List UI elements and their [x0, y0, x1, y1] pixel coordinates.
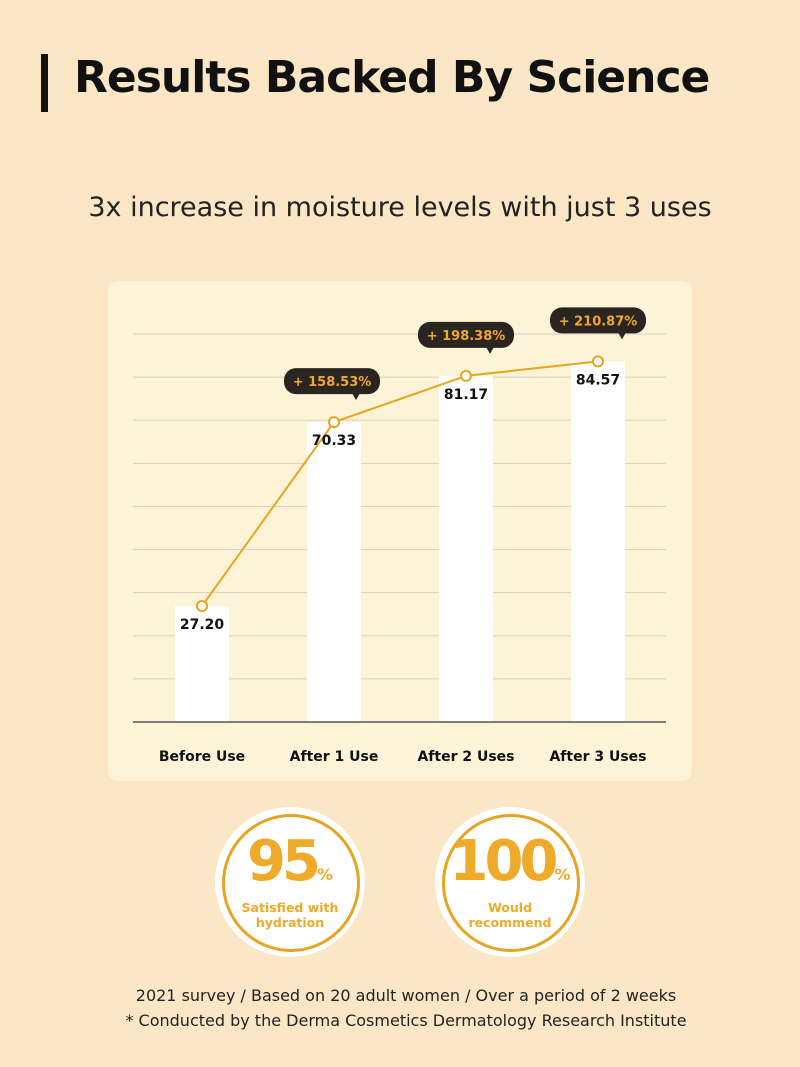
bar — [307, 422, 361, 722]
data-point — [328, 416, 340, 429]
callout-pointer — [486, 346, 494, 354]
callout-pointer — [618, 332, 626, 340]
data-point — [460, 369, 472, 382]
page-subtitle: 3x increase in moisture levels with just… — [88, 192, 712, 223]
value-label: 81.17 — [444, 387, 488, 403]
survey-note: 2021 survey / Based on 20 adult women / … — [135, 986, 677, 1005]
increase-callout — [284, 368, 380, 395]
value-label: 27.20 — [180, 617, 225, 633]
data-point — [196, 600, 208, 613]
badge-ring — [222, 814, 360, 952]
increase-callout — [418, 321, 514, 348]
category-label: After 3 Uses — [549, 749, 646, 765]
callout-pointer — [352, 393, 360, 401]
badge-satisfied: 95% Satisfied with hydration — [215, 807, 365, 957]
badge-value: 95% — [247, 829, 333, 894]
title-accent-bar — [41, 54, 48, 112]
page-title: Results Backed By Science — [74, 52, 710, 103]
value-label: 70.33 — [312, 433, 356, 449]
bar — [439, 375, 493, 722]
badge-label: Satisfied with hydration — [241, 900, 339, 930]
data-point — [592, 355, 604, 368]
bar — [571, 361, 625, 722]
value-label: 84.57 — [576, 372, 620, 388]
category-label: After 1 Use — [290, 749, 379, 765]
institute-note: * Conducted by the Derma Cosmetics Derma… — [125, 1011, 687, 1030]
category-label: After 2 Uses — [417, 749, 514, 765]
increase-label: + 158.53% — [293, 375, 372, 390]
increase-callout — [550, 307, 646, 334]
badge-value: 100% — [449, 829, 571, 894]
increase-label: + 210.87% — [559, 314, 638, 329]
badge-recommend: 100% Would recommend — [435, 807, 585, 957]
category-label: Before Use — [159, 749, 245, 765]
bar — [175, 606, 229, 722]
badge-ring — [442, 814, 580, 952]
badge-label: Would recommend — [468, 900, 552, 930]
increase-label: + 198.38% — [427, 329, 506, 344]
trend-line — [201, 360, 599, 607]
